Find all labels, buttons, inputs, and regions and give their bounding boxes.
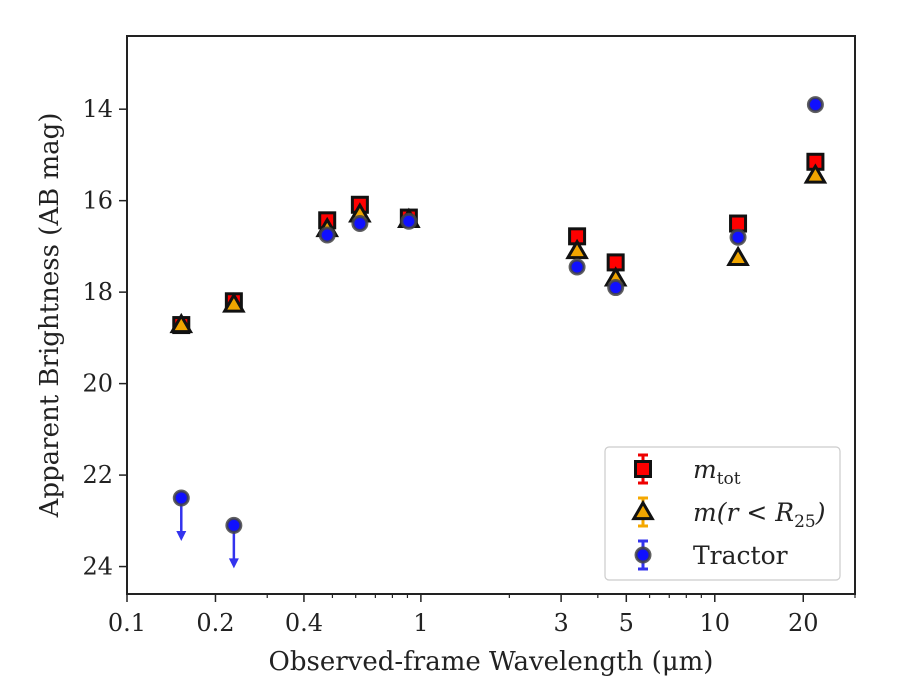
axes: 0.1 0.2 0.4 1 3 5 10 20 14 16 18 20 22 24 xyxy=(82,35,856,637)
x-tick-label: 0.2 xyxy=(196,609,234,637)
data-point xyxy=(222,292,246,313)
x-axis-label: Observed-frame Wavelength (μm) xyxy=(269,647,714,677)
series-triangle xyxy=(169,163,828,334)
upper-limit-arrowhead xyxy=(176,530,187,541)
legend-marker xyxy=(634,460,652,478)
data-point xyxy=(318,226,336,244)
x-tick-label: 5 xyxy=(619,609,634,637)
series-square xyxy=(172,152,825,335)
data-point xyxy=(565,238,589,260)
upper-limit-arrowhead xyxy=(228,558,239,569)
legend-label: mtot xyxy=(693,455,741,489)
x-tick-label: 0.1 xyxy=(108,609,146,637)
data-point xyxy=(607,279,625,297)
y-tick-label: 24 xyxy=(82,553,113,581)
y-tick-label: 16 xyxy=(82,187,113,215)
data-point xyxy=(729,228,747,246)
plot-frame xyxy=(126,35,856,595)
data-point xyxy=(726,245,750,266)
data-point xyxy=(172,489,190,507)
x-tick-label: 20 xyxy=(788,609,819,637)
data-point xyxy=(169,312,194,334)
y-axis-label: Apparent Brightness (AB mag) xyxy=(35,113,65,519)
x-tick-label: 1 xyxy=(413,609,428,637)
legend-marker xyxy=(631,499,655,521)
y-tick-label: 18 xyxy=(82,278,113,306)
series-circle xyxy=(172,96,824,569)
data-point xyxy=(400,212,418,230)
y-tick-label: 20 xyxy=(82,370,113,398)
x-tick-label: 0.4 xyxy=(285,609,323,637)
data-point xyxy=(225,516,243,534)
legend: mtot m(r < R25) Tractor xyxy=(604,446,841,581)
data-point xyxy=(806,96,824,114)
x-tick-label: 3 xyxy=(553,609,568,637)
legend-box xyxy=(604,446,841,581)
legend-label: m(r < R25) xyxy=(693,498,825,532)
plot-area xyxy=(169,96,828,569)
y-tick-label: 14 xyxy=(82,95,113,123)
data-point xyxy=(351,215,369,233)
legend-marker xyxy=(634,546,652,564)
data-point xyxy=(568,258,586,276)
legend-label: Tractor xyxy=(693,541,788,570)
y-tick-label: 22 xyxy=(82,461,113,489)
x-tick-label: 10 xyxy=(700,609,731,637)
data-point xyxy=(803,163,828,184)
